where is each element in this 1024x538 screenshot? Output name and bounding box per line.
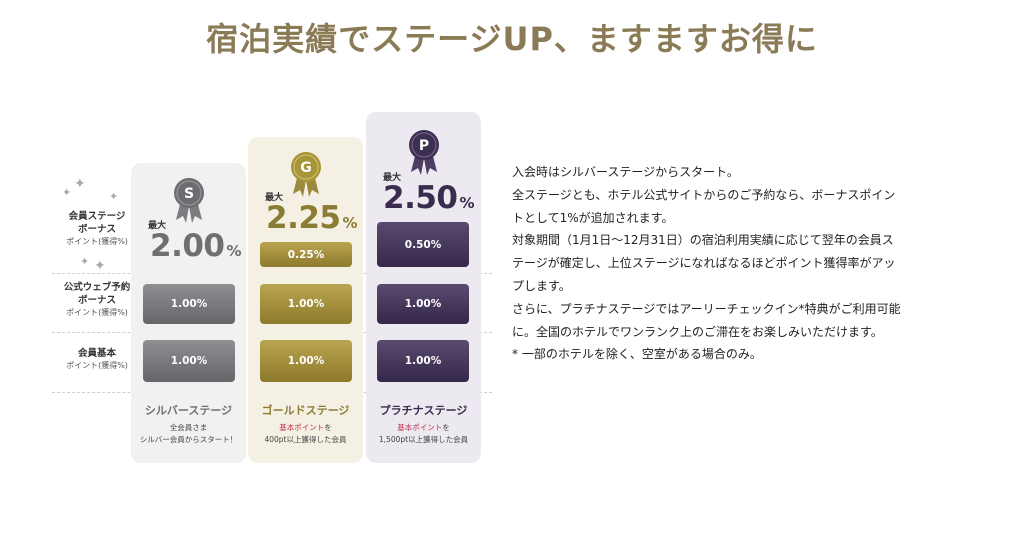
platinum-stage-bonus-box: 0.50% <box>377 222 469 267</box>
description-line: に。全国のホテルでワンランク上のご滞在をお楽しみいただけます。 <box>512 324 883 339</box>
silver-web-bonus-box: 1.00% <box>143 284 235 324</box>
row-label-basic: 会員基本 ポイント(獲得%) <box>52 347 142 372</box>
gold-stage-name: ゴールドステージ <box>261 404 350 417</box>
sparkle-icon: ✦ <box>94 258 106 274</box>
platinum-max-rate: 2.50% <box>383 180 475 216</box>
silver-desc-line1: 全会員さま <box>169 423 208 432</box>
platinum-medal-letter: P <box>419 138 429 154</box>
sparkle-icon: ✦ <box>109 190 119 203</box>
program-description: 入会時はシルバーステージからスタート。 全ステージとも、ホテル公式サイトからのご… <box>512 161 992 366</box>
description-line: * 一部のホテルを除く、空室がある場合のみ。 <box>512 347 762 362</box>
silver-max-rate: 2.00% <box>150 228 242 264</box>
gold-desc-line1-rest: を <box>324 423 332 432</box>
gold-desc-line2: 400pt以上獲得した会員 <box>264 435 347 444</box>
row-label-title: 公式ウェブ予約 <box>63 282 131 293</box>
platinum-stage-name: プラチナステージ <box>379 404 468 417</box>
platinum-medal-icon: P <box>409 130 439 175</box>
gold-web-bonus-box: 1.00% <box>260 284 352 324</box>
gold-max-rate: 2.25% <box>266 200 358 236</box>
description-line: テージが確定し、上位ステージになればなるほどポイント獲得率がアッ <box>512 256 896 271</box>
description-line: 全ステージとも、ホテル公式サイトからのご予約なら、ボーナスポイン <box>512 187 896 202</box>
silver-medal-letter: S <box>184 186 194 202</box>
percent-sign: % <box>342 214 358 232</box>
percent-sign: % <box>459 194 475 212</box>
silver-desc-line2: シルバー会員からスタート！ <box>139 435 238 444</box>
gold-basic-box: 1.00% <box>260 340 352 382</box>
silver-stage-name: シルバーステージ <box>144 404 233 417</box>
row-label-title: 会員ステージ <box>68 211 126 222</box>
row-label-sub: ポイント(獲得%) <box>66 237 128 246</box>
row-label-sub: ポイント(獲得%) <box>66 308 128 317</box>
page-title: 宿泊実績でステージUP、ますますお得に <box>206 20 818 58</box>
gold-stage-bonus-box: 0.25% <box>260 242 352 267</box>
description-line: 入会時はシルバーステージからスタート。 <box>512 165 739 179</box>
sparkle-icon: ✦ <box>74 176 86 192</box>
sparkle-icon: ✦ <box>62 186 72 199</box>
description-line: トとして1%が追加されます。 <box>512 210 674 225</box>
row-label-title: 会員基本 <box>77 348 116 359</box>
silver-max-rate-value: 2.00 <box>150 228 225 264</box>
platinum-web-bonus-box: 1.00% <box>377 284 469 324</box>
platinum-stage-desc: 基本ポイントを 1,500pt以上獲得した会員 <box>366 422 481 446</box>
platinum-desc-line1-rest: を <box>442 423 450 432</box>
row-label-sub: ポイント(獲得%) <box>66 361 128 370</box>
row-label-title: ボーナス <box>77 224 116 235</box>
platinum-max-label: 最大 <box>383 173 402 183</box>
gold-max-label: 最大 <box>265 193 284 203</box>
platinum-desc-highlight: 基本ポイント <box>397 423 443 432</box>
gold-stage-desc: 基本ポイントを 400pt以上獲得した会員 <box>248 422 363 446</box>
gold-desc-highlight: 基本ポイント <box>279 423 325 432</box>
row-label-title: ボーナス <box>77 295 116 306</box>
platinum-desc-line2: 1,500pt以上獲得した会員 <box>378 435 469 444</box>
description-line: プします。 <box>512 278 571 293</box>
gold-medal-icon: G <box>291 152 321 197</box>
gold-medal-letter: G <box>300 160 312 176</box>
sparkle-icon: ✦ <box>80 255 90 268</box>
silver-stage-desc: 全会員さま シルバー会員からスタート！ <box>131 422 246 446</box>
description-line: 対象期間（1月1日〜12月31日）の宿泊利用実績に応じて翌年の会員ス <box>512 233 894 248</box>
gold-max-rate-value: 2.25 <box>266 200 341 236</box>
percent-sign: % <box>226 242 242 260</box>
row-label-stage-bonus: 会員ステージ ボーナス ポイント(獲得%) <box>52 210 142 248</box>
description-line: さらに、プラチナステージではアーリーチェックイン*特典がご利用可能 <box>512 301 901 316</box>
silver-max-label: 最大 <box>148 221 167 231</box>
silver-medal-icon: S <box>174 178 204 223</box>
platinum-max-rate-value: 2.50 <box>383 180 458 216</box>
row-label-web-bonus: 公式ウェブ予約 ボーナス ポイント(獲得%) <box>52 281 142 319</box>
platinum-basic-box: 1.00% <box>377 340 469 382</box>
silver-basic-box: 1.00% <box>143 340 235 382</box>
